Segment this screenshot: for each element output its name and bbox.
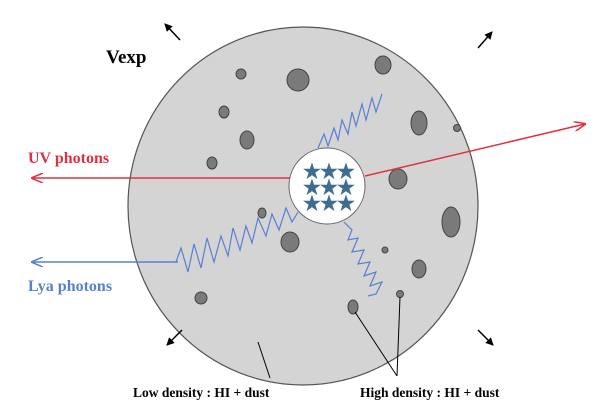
svg-text:★: ★	[303, 177, 321, 199]
low-density-label: Low density : HI + dust	[133, 385, 270, 400]
dense-clumps	[194, 55, 461, 315]
svg-text:★: ★	[337, 193, 355, 215]
stars: ★ ★ ★ ★ ★ ★ ★ ★ ★	[303, 161, 355, 215]
expansion-label: Vexp	[106, 47, 146, 68]
svg-text:★: ★	[303, 193, 321, 215]
uv-label: UV photons	[28, 150, 109, 167]
lya-random-walks	[175, 93, 384, 297]
star-cluster-region	[288, 147, 366, 225]
high-density-label: High density : HI + dust	[360, 385, 500, 400]
pointer-lines	[257, 296, 401, 379]
svg-text:★: ★	[337, 177, 355, 199]
svg-text:★: ★	[320, 193, 338, 215]
svg-text:★: ★	[320, 161, 338, 183]
expansion-arrows	[164, 23, 494, 346]
svg-text:★: ★	[303, 161, 321, 183]
svg-text:★: ★	[320, 177, 338, 199]
uv-ray-right	[364, 124, 585, 177]
lya-label: Lya photons	[28, 278, 112, 295]
svg-text:★: ★	[337, 161, 355, 183]
